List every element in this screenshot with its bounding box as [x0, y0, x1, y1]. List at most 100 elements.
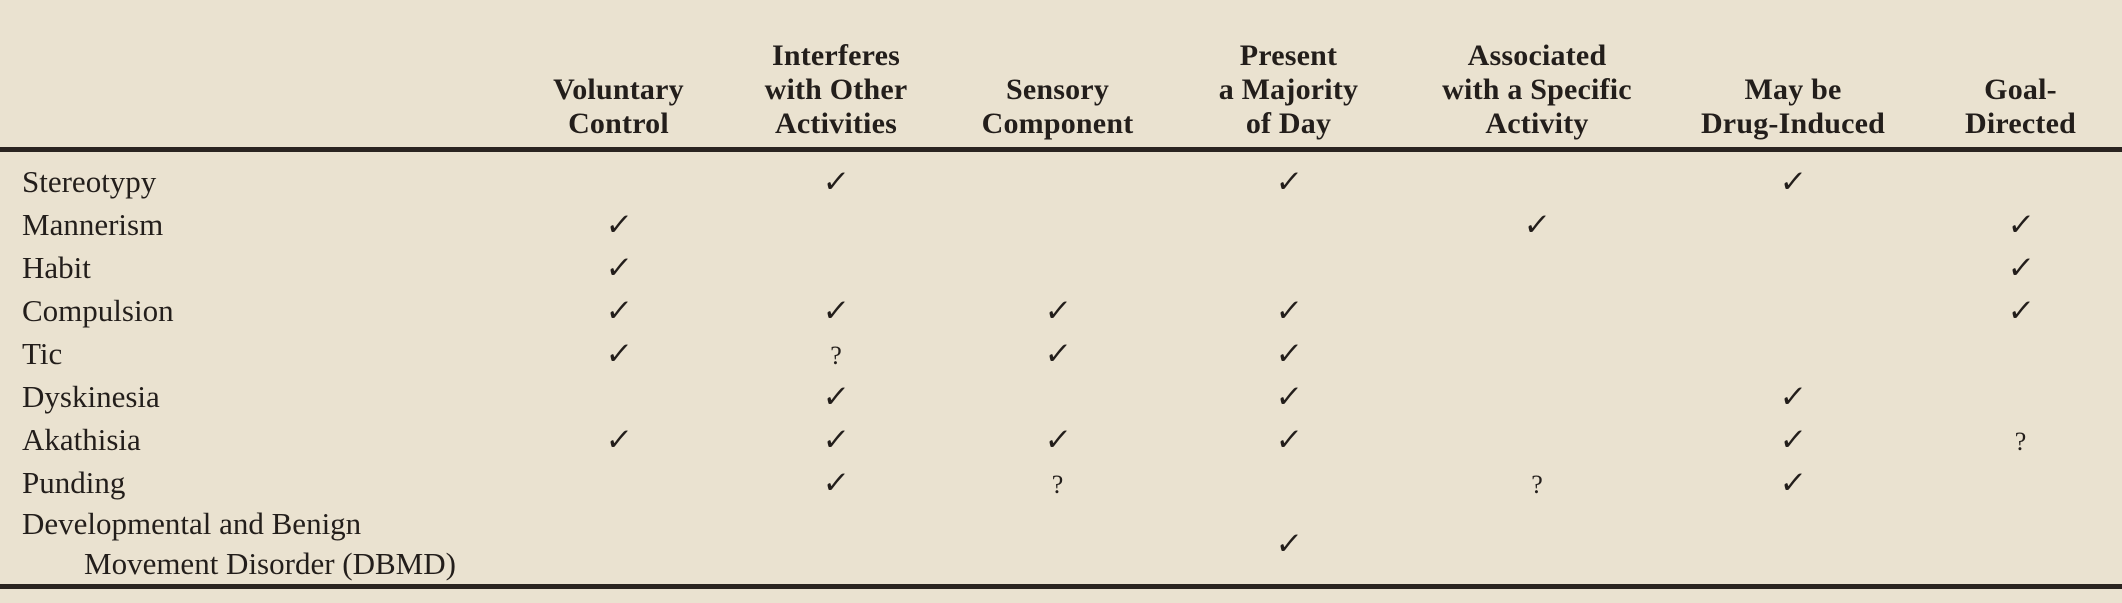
row-label: Developmental and Benign Movement Disorde…	[0, 504, 510, 584]
check-mark-icon: ✓	[1273, 526, 1304, 562]
check-mark-icon: ✓	[1273, 378, 1304, 415]
check-mark-icon: ✓	[603, 421, 634, 458]
table-row: Stereotypy ✓ ✓ ✓	[0, 160, 2122, 203]
row-label: Stereotypy	[0, 162, 510, 202]
check-mark-icon: ✓	[1273, 421, 1304, 458]
row-label: Compulsion	[0, 291, 510, 331]
cell: ✓	[727, 293, 945, 329]
check-mark-icon: ✓	[1273, 292, 1304, 329]
row-label: Habit	[0, 248, 510, 288]
cell: ✓	[510, 422, 727, 458]
cell: ✓	[727, 379, 945, 415]
check-mark-icon: ✓	[1778, 163, 1808, 200]
check-mark-icon: ✓	[2005, 249, 2036, 286]
check-mark-icon: ✓	[821, 163, 851, 200]
row-label-line1: Stereotypy	[22, 163, 157, 199]
cell: ✓	[1667, 465, 1919, 501]
row-label-line1: Punding	[22, 464, 126, 500]
question-mark: ?	[1531, 469, 1543, 499]
question-mark: ?	[1051, 469, 1064, 499]
row-label-line1: Compulsion	[22, 292, 174, 328]
header-rule	[0, 147, 2122, 152]
row-label-line2: Movement Disorder (DBMD)	[84, 546, 456, 581]
table-row: Tic ✓? ✓ ✓	[0, 332, 2122, 375]
check-mark-icon: ✓	[1273, 163, 1304, 200]
cell: ✓	[1919, 250, 2122, 286]
table-row: Developmental and Benign Movement Disorde…	[0, 504, 2122, 584]
cell: ✓	[1667, 379, 1919, 415]
table-row: Compulsion ✓ ✓ ✓ ✓ ✓	[0, 289, 2122, 332]
table-header-row: Voluntary Control Interferes with Other A…	[0, 0, 2122, 147]
table-row: Habit ✓ ✓	[0, 246, 2122, 289]
cell: ✓	[727, 422, 945, 458]
cell: ?	[945, 465, 1170, 501]
table-body: Stereotypy ✓ ✓ ✓ Mannerism ✓ ✓ ✓ Habit ✓ ✓ Compulsi…	[0, 152, 2122, 584]
table-row: Dyskinesia ✓ ✓ ✓	[0, 375, 2122, 418]
cell: ✓	[1170, 379, 1407, 415]
check-mark-icon: ✓	[603, 292, 634, 329]
row-label: Tic	[0, 334, 510, 374]
row-label-line1: Developmental and Benign	[22, 506, 362, 541]
row-label: Dyskinesia	[0, 377, 510, 417]
column-header-5: May be Drug-Induced	[1700, 73, 1886, 140]
cell: ✓	[1407, 207, 1667, 243]
check-mark-icon: ✓	[1778, 421, 1808, 458]
table-row: Mannerism ✓ ✓ ✓	[0, 203, 2122, 246]
check-mark-icon: ✓	[1042, 421, 1073, 458]
cell: ✓	[1667, 422, 1919, 458]
row-label-line1: Tic	[22, 335, 63, 371]
cell: ✓	[1919, 207, 2122, 243]
column-header-0: Voluntary Control	[553, 73, 684, 140]
cell: ✓	[945, 422, 1170, 458]
row-label-line1: Habit	[22, 249, 91, 285]
bottom-rule	[0, 584, 2122, 589]
check-mark-icon: ✓	[603, 249, 634, 286]
question-mark: ?	[830, 340, 842, 370]
table-row: Punding ✓?? ✓	[0, 461, 2122, 504]
check-mark-icon: ✓	[1042, 335, 1073, 372]
check-mark-icon: ✓	[821, 292, 851, 329]
row-label: Akathisia	[0, 420, 510, 460]
cell: ?	[727, 336, 945, 372]
cell: ✓	[510, 250, 727, 286]
column-header-3: Present a Majority of Day	[1218, 39, 1359, 140]
cell: ✓	[1170, 336, 1407, 372]
check-mark-icon: ✓	[1778, 378, 1808, 415]
column-header-4: Associated with a Specific Activity	[1442, 39, 1632, 140]
check-mark-icon: ✓	[1778, 464, 1808, 501]
row-label-line1: Mannerism	[22, 206, 164, 242]
check-mark-icon: ✓	[1522, 206, 1552, 243]
row-label: Punding	[0, 463, 510, 503]
cell: ✓	[1170, 526, 1407, 562]
table-row: Akathisia ✓ ✓ ✓ ✓ ✓?	[0, 418, 2122, 461]
check-mark-icon: ✓	[821, 421, 851, 458]
cell: ?	[1407, 465, 1667, 501]
check-mark-icon: ✓	[603, 206, 634, 243]
cell: ✓	[510, 336, 727, 372]
row-label-line1: Akathisia	[22, 421, 141, 457]
cell: ✓	[510, 293, 727, 329]
check-mark-icon: ✓	[1042, 292, 1073, 329]
check-mark-icon: ✓	[603, 335, 634, 372]
cell: ✓	[727, 164, 945, 200]
check-mark-icon: ✓	[821, 378, 851, 415]
row-label-line1: Dyskinesia	[22, 378, 160, 414]
cell: ✓	[727, 465, 945, 501]
question-mark: ?	[2014, 426, 2027, 456]
check-mark-icon: ✓	[1273, 335, 1304, 372]
column-header-6: Goal- Directed	[1965, 73, 2076, 140]
cell: ✓	[510, 207, 727, 243]
cell: ✓	[1919, 293, 2122, 329]
cell: ✓	[1170, 422, 1407, 458]
column-header-2: Sensory Component	[981, 73, 1134, 140]
cell: ✓	[1667, 164, 1919, 200]
column-header-1: Interferes with Other Activities	[764, 39, 908, 140]
cell: ✓	[1170, 293, 1407, 329]
row-label: Mannerism	[0, 205, 510, 245]
check-mark-icon: ✓	[821, 464, 851, 501]
cell: ✓	[945, 293, 1170, 329]
check-mark-icon: ✓	[2005, 292, 2036, 329]
cell: ?	[1919, 422, 2122, 458]
cell: ✓	[945, 336, 1170, 372]
